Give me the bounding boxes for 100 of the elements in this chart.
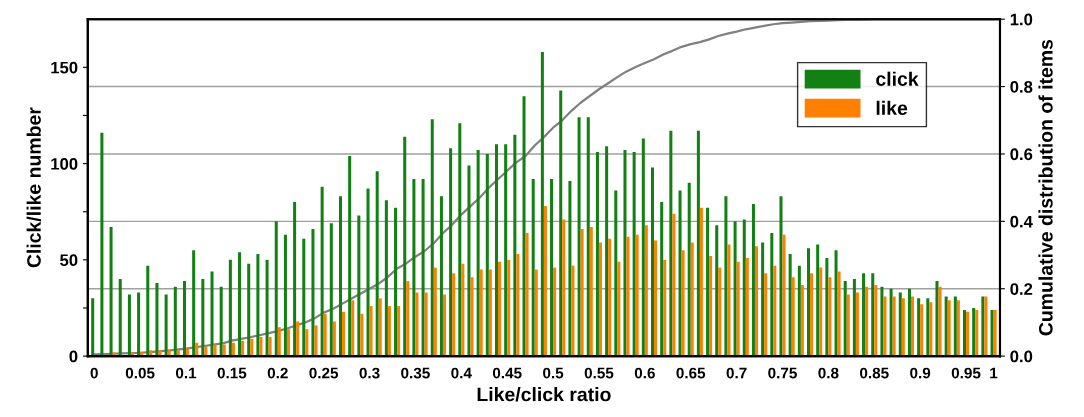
bar [430, 119, 434, 357]
bar [452, 273, 456, 357]
bar [550, 178, 554, 357]
bar [442, 294, 446, 357]
bar [458, 123, 462, 357]
bar [467, 165, 471, 357]
bar [109, 227, 113, 357]
bar [412, 178, 416, 357]
bar [754, 246, 758, 357]
bar [828, 277, 832, 357]
bar [305, 329, 309, 357]
bar [421, 178, 425, 357]
bar [182, 281, 186, 357]
bar [238, 252, 242, 357]
y-tick-label: 100 [51, 157, 78, 170]
bar [745, 257, 749, 357]
bar [91, 298, 95, 357]
bar [277, 327, 281, 357]
bar [210, 271, 214, 357]
bar [898, 292, 902, 357]
bar [164, 294, 168, 357]
bar [672, 213, 676, 357]
bar [302, 238, 306, 357]
bar [947, 300, 951, 357]
bar [204, 346, 208, 357]
bar [559, 90, 563, 357]
bar [387, 306, 391, 357]
bar [577, 117, 581, 357]
bar [296, 321, 300, 357]
bar [761, 242, 765, 357]
bar [100, 132, 104, 357]
bar [944, 296, 948, 357]
y2-axis-title: Cumulative distribution of items [1038, 39, 1053, 336]
bar [669, 130, 673, 357]
bar [219, 286, 223, 357]
bar [571, 265, 575, 357]
bar [516, 254, 520, 357]
bar [910, 296, 914, 357]
bar [470, 277, 474, 357]
bar [871, 273, 875, 357]
bar [525, 232, 529, 357]
bar [586, 117, 590, 357]
x-tick-label: 0 [90, 367, 98, 379]
y-tick-label: 0 [69, 350, 78, 363]
bar [706, 207, 710, 357]
x-tick-label: 0.6 [634, 367, 655, 379]
bar [479, 269, 483, 357]
bar [461, 263, 465, 357]
bar [843, 281, 847, 357]
bar [449, 148, 453, 357]
x-tick-label: 1 [990, 367, 998, 379]
bar [681, 250, 685, 357]
x-tick-label: 0.45 [492, 367, 522, 379]
bar [357, 215, 361, 357]
bar [595, 152, 599, 357]
bar [256, 254, 260, 357]
bar [862, 273, 866, 357]
bar [632, 152, 636, 357]
bar [589, 227, 593, 357]
bar [424, 292, 428, 357]
bar [742, 219, 746, 357]
bar [687, 182, 691, 357]
bar [626, 236, 630, 357]
bar [553, 267, 557, 357]
bar [342, 311, 346, 357]
bar [929, 302, 933, 357]
bar [733, 221, 737, 357]
bar [718, 267, 722, 357]
x-tick-label: 0.05 [125, 367, 155, 379]
bar [513, 134, 517, 357]
x-tick-label: 0.4 [451, 367, 472, 379]
bar [825, 257, 829, 357]
y-axis-title: Click/like number [26, 107, 42, 268]
bar [488, 269, 492, 357]
bar [837, 271, 841, 357]
x-tick-label: 0.85 [860, 367, 889, 379]
x-tick-label: 0.95 [951, 367, 981, 379]
bar [751, 204, 755, 357]
bar [782, 234, 786, 357]
x-tick-label: 0.25 [309, 367, 339, 379]
bar [617, 261, 621, 357]
bar [938, 286, 942, 357]
bar [332, 321, 336, 357]
bar [699, 207, 703, 357]
bar [293, 202, 297, 357]
bar [724, 196, 728, 357]
bar [953, 296, 957, 357]
bar [369, 306, 373, 357]
bar [846, 294, 850, 357]
bar [498, 261, 502, 357]
bar [375, 171, 379, 357]
bar [415, 292, 419, 357]
bar [614, 190, 618, 357]
bar [351, 300, 355, 357]
x-tick-label: 0.2 [267, 367, 288, 379]
bar [127, 294, 131, 357]
bar [727, 244, 731, 357]
legend-label: like [876, 100, 908, 116]
bar [788, 254, 792, 357]
bar [476, 150, 480, 357]
